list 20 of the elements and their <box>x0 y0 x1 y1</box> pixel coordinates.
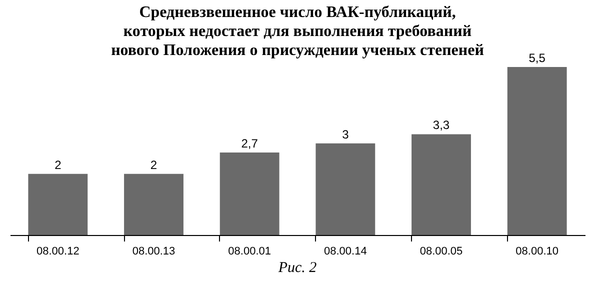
data-label: 5,5 <box>528 51 546 65</box>
bar <box>507 67 567 235</box>
bar <box>412 134 471 235</box>
x-tick-label: 08.00.12 <box>36 246 80 258</box>
data-label: 2 <box>54 158 62 172</box>
x-tick-label: 08.00.01 <box>228 246 271 258</box>
x-tick-label: 08.00.05 <box>420 246 463 258</box>
x-tick-label: 08.00.13 <box>132 246 176 258</box>
bar <box>220 152 280 235</box>
data-label: 2 <box>150 158 158 172</box>
x-tick-label: 08.00.14 <box>324 246 367 258</box>
bar <box>124 174 184 235</box>
chart-title: Средневзвешенное число ВАК-публикаций, которых недостает для выполнения требований нового Положения о присуждении ученых степеней <box>111 4 484 59</box>
text: Рис. 2 <box>277 260 318 277</box>
data-label: 3,3 <box>432 118 450 132</box>
data-label: 2,7 <box>241 136 258 151</box>
data-label: 3 <box>342 127 350 142</box>
bar <box>28 174 88 235</box>
bar <box>316 143 376 235</box>
x-tick-label: 08.00.10 <box>516 246 558 258</box>
